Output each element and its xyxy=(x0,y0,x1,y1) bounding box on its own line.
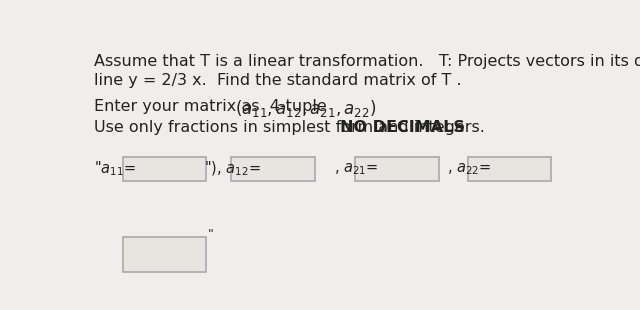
FancyBboxPatch shape xyxy=(355,157,439,181)
Text: line y = 2/3 x.  Find the standard matrix of T .: line y = 2/3 x. Find the standard matrix… xyxy=(94,73,461,88)
Text: Assume that T is a linear transformation.   T: Projects vectors in its domain on: Assume that T is a linear transformation… xyxy=(94,54,640,69)
FancyBboxPatch shape xyxy=(123,157,206,181)
Text: "), $a_{12}$=: "), $a_{12}$= xyxy=(204,160,260,178)
FancyBboxPatch shape xyxy=(123,237,206,272)
Text: "$a_{11}$=: "$a_{11}$= xyxy=(94,160,136,178)
FancyBboxPatch shape xyxy=(231,157,315,181)
Text: Use only fractions in simplest form and integers.: Use only fractions in simplest form and … xyxy=(94,120,495,135)
Text: $(a_{11}, a_{12}, a_{21}, a_{22})$: $(a_{11}, a_{12}, a_{21}, a_{22})$ xyxy=(235,98,376,119)
Text: NO DECIMALS: NO DECIMALS xyxy=(340,120,465,135)
Text: , $a_{21}$=: , $a_{21}$= xyxy=(334,161,379,177)
Text: Enter your matrix as  4-tuple: Enter your matrix as 4-tuple xyxy=(94,99,337,114)
Text: , $a_{22}$=: , $a_{22}$= xyxy=(447,161,491,177)
FancyBboxPatch shape xyxy=(467,157,551,181)
Text: ": " xyxy=(208,228,214,241)
